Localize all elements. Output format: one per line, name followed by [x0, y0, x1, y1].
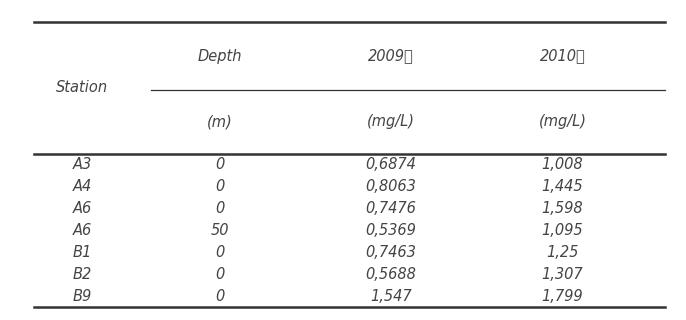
Text: 0: 0 [215, 157, 224, 172]
Text: 2009년: 2009년 [368, 49, 414, 63]
Text: 0,5688: 0,5688 [366, 267, 416, 282]
Text: 1,25: 1,25 [546, 245, 579, 260]
Text: 0: 0 [215, 289, 224, 304]
Text: A6: A6 [73, 201, 92, 216]
Text: 1,547: 1,547 [370, 289, 412, 304]
Text: Station: Station [56, 81, 108, 95]
Text: B9: B9 [73, 289, 92, 304]
Text: 50: 50 [211, 223, 228, 238]
Text: 0: 0 [215, 267, 224, 282]
Text: 0: 0 [215, 179, 224, 194]
Text: B2: B2 [73, 267, 92, 282]
Text: Depth: Depth [198, 49, 241, 63]
Text: 1,095: 1,095 [542, 223, 583, 238]
Text: A6: A6 [73, 223, 92, 238]
Text: 1,598: 1,598 [542, 201, 583, 216]
Text: 0: 0 [215, 245, 224, 260]
Text: 0,7463: 0,7463 [366, 245, 416, 260]
Text: (m): (m) [206, 114, 233, 129]
Text: 0,5369: 0,5369 [366, 223, 416, 238]
Text: 1,307: 1,307 [542, 267, 583, 282]
Text: A4: A4 [73, 179, 92, 194]
Text: 1,445: 1,445 [542, 179, 583, 194]
Text: B1: B1 [73, 245, 92, 260]
Text: 0,8063: 0,8063 [366, 179, 416, 194]
Text: (mg/L): (mg/L) [539, 114, 587, 129]
Text: 0: 0 [215, 201, 224, 216]
Text: (mg/L): (mg/L) [367, 114, 415, 129]
Text: 0,7476: 0,7476 [366, 201, 416, 216]
Text: 2010년: 2010년 [540, 49, 585, 63]
Text: 0,6874: 0,6874 [366, 157, 416, 172]
Text: 1,008: 1,008 [542, 157, 583, 172]
Text: 1,799: 1,799 [542, 289, 583, 304]
Text: A3: A3 [73, 157, 92, 172]
